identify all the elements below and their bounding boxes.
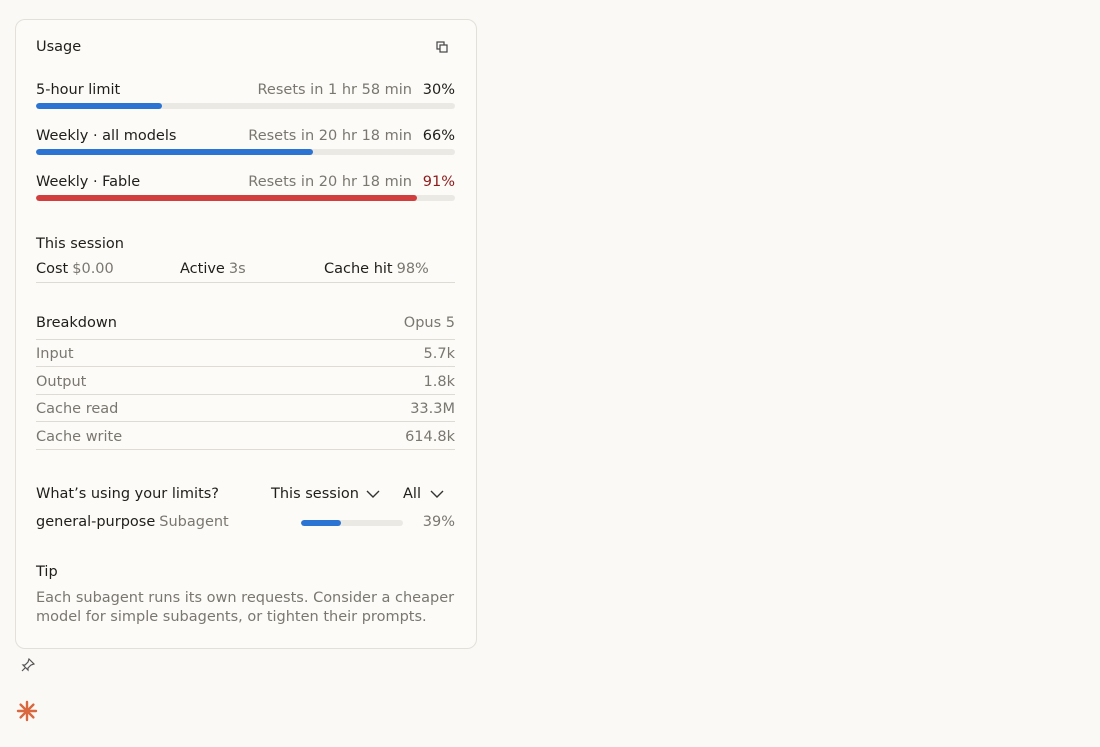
divider [36,448,455,450]
row-value: 614.8k [405,428,455,445]
progress-fill [36,103,162,109]
progress-fill [36,195,418,201]
source-name: general-purpose [36,514,156,530]
limit-reset: Resets in 20 hr 18 min [248,128,412,144]
section-title: Breakdown [36,315,117,331]
limit-percent: 30% [422,82,455,98]
stat-value: 3s [228,261,246,277]
limit-label: 5-hour limit [36,82,121,98]
divider [36,339,455,340]
row-label: Cache read [36,401,119,417]
row-label: Output [36,373,87,390]
progress-track [36,103,455,109]
divider [36,393,455,395]
row-value: 5.7k [423,346,455,362]
progress-track [301,520,403,526]
stat-value: 98% [396,261,429,277]
stat-label: Cost [36,261,69,277]
progress-fill [36,149,313,155]
progress-fill [301,520,341,526]
section-title: Tip [36,564,58,580]
chevron [366,490,380,498]
limit-percent: 66% [422,128,455,144]
limit-reset: Resets in 20 hr 18 min [248,174,412,190]
limit-percent: 91% [422,174,455,190]
row-value: 1.8k [423,373,455,390]
copy-button[interactable] [436,41,448,53]
source-percent: 39% [422,514,455,530]
divider [36,366,455,367]
row-value: 33.3M [410,401,455,417]
progress-track [36,149,455,155]
limit-label: Weekly · Fable [36,174,141,190]
chevron [430,490,444,498]
stat-label: Active [180,261,225,277]
limit-reset: Resets in 1 hr 58 min [257,82,413,98]
stat-label: Cache hit [324,261,393,277]
filter-dropdown[interactable]: All [403,486,421,502]
stat-value: $0.00 [72,261,114,277]
row-label: Input [36,346,74,362]
pin-button[interactable] [21,658,35,672]
divider [36,421,455,422]
progress-track [36,195,455,201]
tip-text: Each subagent runs its own requests. Con… [36,590,455,625]
section-title: This session [36,236,124,252]
divider [36,282,455,283]
model-name: Opus 5 [403,315,455,331]
row-label: Cache write [36,428,123,445]
usage-panel [15,19,477,649]
source-kind: Subagent [159,514,229,530]
panel-title: Usage [36,39,82,55]
section-title: What’s using your limits? [36,486,220,502]
filter-dropdown[interactable]: This session [271,486,359,502]
limit-label: Weekly · all models [36,128,177,144]
logo [16,700,38,722]
